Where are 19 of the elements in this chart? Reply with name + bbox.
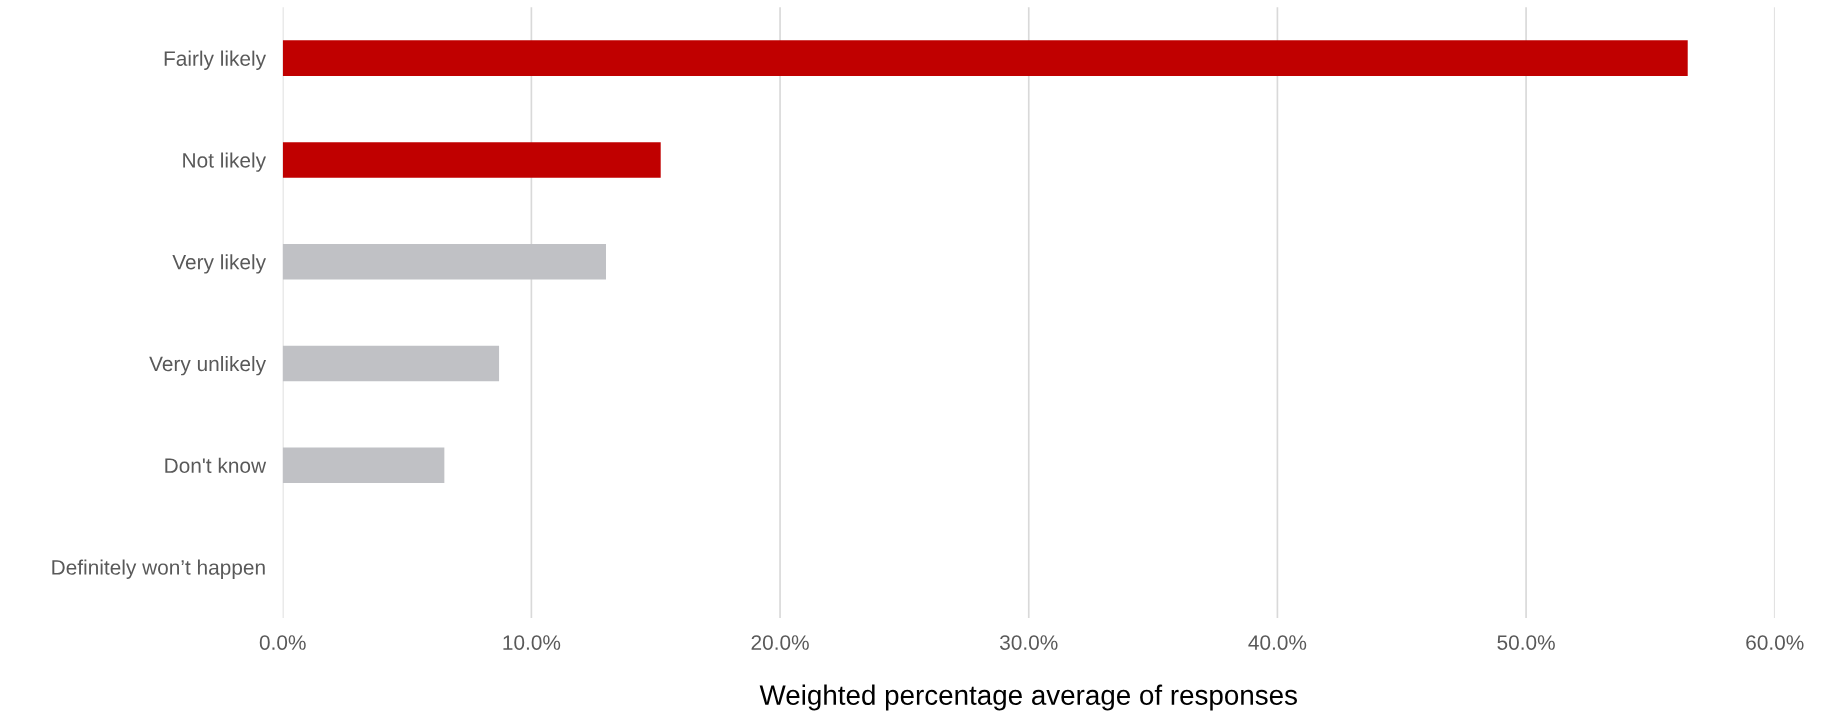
x-tick-label: 50.0%: [1497, 635, 1555, 650]
bar: [282, 142, 661, 178]
y-tick-label: Definitely won’t happen: [52, 559, 265, 579]
bar: [282, 243, 606, 280]
bar: [282, 40, 1688, 76]
bar: [282, 345, 500, 382]
x-tick-label: 0.0%: [259, 635, 306, 650]
x-tick-label: 40.0%: [1248, 635, 1307, 650]
x-axis-title: Weighted percentage average of responses: [759, 684, 1297, 711]
bar: [282, 447, 445, 484]
x-tick-label: 30.0%: [1000, 635, 1058, 650]
x-tick-label: 60.0%: [1746, 635, 1804, 650]
y-tick-label: Very likely: [172, 254, 267, 274]
y-tick-label: Very unlikely: [149, 355, 267, 376]
x-tick-label: 10.0%: [503, 635, 561, 650]
y-tick-label: Fairly likely: [164, 50, 267, 71]
y-tick-label: Don't know: [165, 457, 267, 474]
y-tick-label: Not likely: [183, 152, 267, 172]
x-tick-label: 20.0%: [751, 635, 809, 650]
